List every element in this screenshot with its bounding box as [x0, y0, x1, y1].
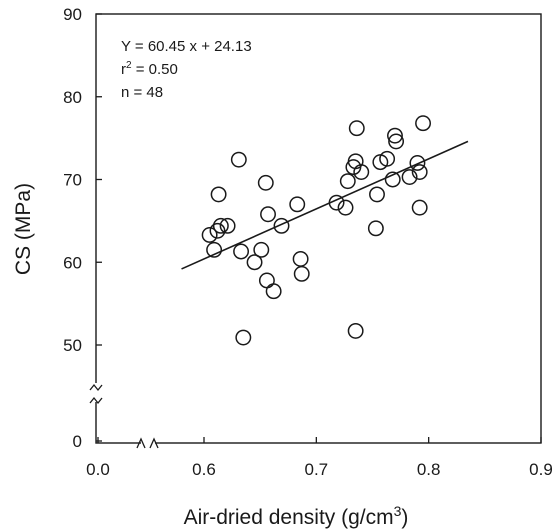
regression-line [181, 140, 469, 270]
data-point [265, 283, 282, 300]
y-axis-title: CS (MPa) [12, 183, 35, 275]
data-point [411, 164, 428, 181]
data-point [246, 254, 263, 271]
data-point [230, 151, 247, 168]
x-axis-break-gap [141, 439, 155, 447]
data-point [367, 220, 384, 237]
data-point [292, 250, 309, 267]
data-point [379, 150, 396, 167]
x-axis-break-mark [149, 437, 159, 449]
y-axis-break-mark [89, 383, 103, 392]
data-point [201, 226, 218, 243]
data-point [411, 199, 428, 216]
data-point [401, 169, 418, 185]
data-point [337, 199, 354, 216]
data-point [339, 173, 356, 190]
x-tick-label: 0.7 [305, 460, 329, 479]
x-tick-label: 0.8 [417, 460, 441, 479]
plot-frame [95, 13, 542, 444]
data-point [257, 174, 274, 191]
data-point [415, 115, 431, 132]
x-axis-title: Air-dried density (g/cm3) [184, 503, 409, 529]
data-point [209, 222, 226, 239]
data-point [210, 186, 227, 203]
data-point [369, 186, 385, 203]
y-tick-label: 50 [63, 336, 82, 355]
data-point [353, 164, 370, 181]
data-point [206, 241, 223, 258]
data-point [212, 217, 229, 234]
data-point [347, 322, 364, 339]
data-point [219, 217, 236, 234]
x-tick-label: 0.0 [86, 460, 110, 479]
y-tick-label: 90 [63, 5, 82, 24]
sample-size-label: n = 48 [121, 84, 163, 101]
data-point [387, 127, 403, 144]
data-point [384, 171, 401, 188]
y-tick-label: 0 [73, 432, 82, 451]
y-tick-label: 80 [63, 88, 82, 107]
data-point [328, 194, 345, 211]
data-point [260, 206, 276, 223]
data-point [348, 120, 365, 137]
y-axis-break-mark [89, 396, 103, 405]
regression-equation: Y = 60.45 x + 24.13 [121, 38, 252, 55]
data-point [233, 243, 250, 260]
data-point [235, 329, 252, 346]
r-squared-label: r2 = 0.50 [121, 60, 178, 78]
data-point [253, 241, 270, 258]
data-point [273, 217, 290, 234]
data-point [347, 153, 364, 170]
x-axis-break-mark [136, 437, 146, 449]
y-tick-label: 70 [63, 171, 82, 190]
x-tick-label: 0.6 [192, 460, 216, 479]
y-tick-label: 60 [63, 253, 82, 272]
plot-area: 90 80 70 60 50 00.0 0.6 0.7 0.8 0.9 [63, 5, 552, 479]
data-point [289, 196, 306, 213]
y-axis-break-gap [92, 383, 100, 402]
x-tick-label: 0.9 [529, 460, 552, 479]
data-point [388, 133, 405, 150]
data-point [409, 155, 426, 171]
data-point [258, 272, 275, 289]
data-point [293, 265, 310, 282]
